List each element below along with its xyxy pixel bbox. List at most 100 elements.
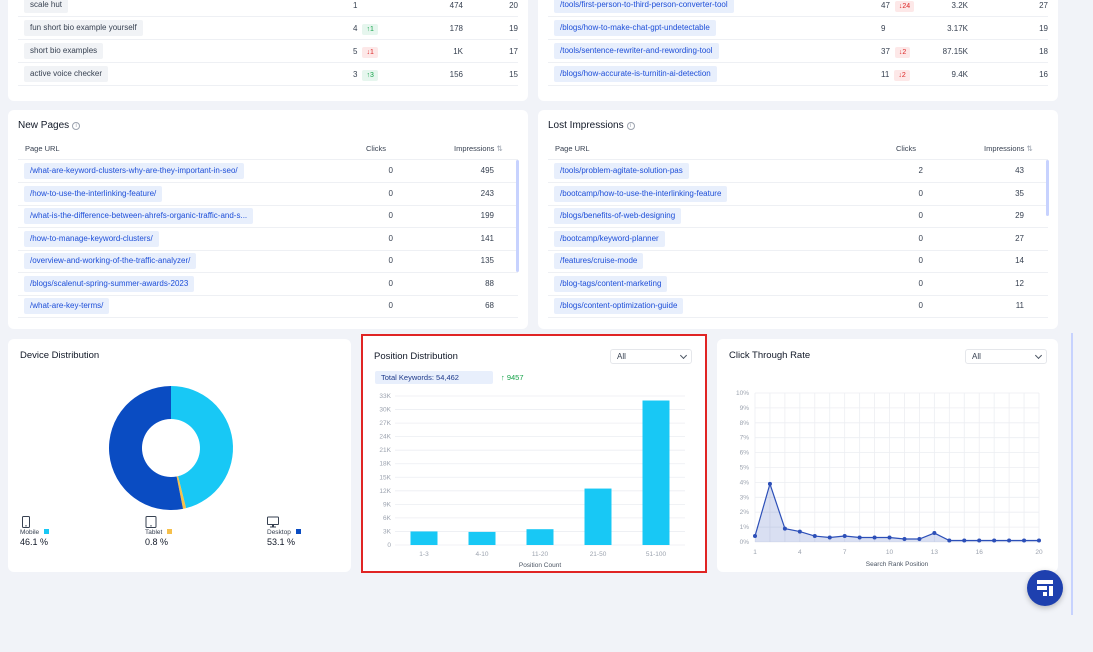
ctr-point[interactable] (872, 535, 877, 540)
legend-swatch (295, 529, 301, 534)
page-url-link[interactable]: /bootcamp/keyword-planner (554, 230, 665, 247)
position-filter-value: All (617, 352, 626, 361)
ctr-point[interactable] (962, 538, 967, 543)
page-url-link[interactable]: /blogs/content-optimization-guide (554, 298, 684, 314)
table-row: /overview-and-working-of-the-traffic-ana… (18, 250, 518, 273)
clicks-value: 0 (388, 166, 393, 175)
position-value: 1 (353, 0, 357, 17)
impressions-value: 156 (449, 70, 463, 79)
position-value: 4 ↑1 (353, 17, 378, 40)
x-tick-label: 4 (798, 549, 802, 556)
scrollbar[interactable] (516, 160, 519, 272)
table-row: active voice checker 3 ↑3 156 15 (18, 63, 518, 86)
ctr-point[interactable] (842, 534, 847, 539)
page-url-link[interactable]: /what-are-keyword-clusters-why-are-they-… (24, 163, 244, 179)
page-url-link[interactable]: /blogs/how-to-make-chat-gpt-undetectable (554, 20, 716, 36)
position-change-badge: ↑3 (362, 70, 378, 81)
x-axis-label: Search Rank Position (866, 561, 929, 568)
keyword-chip[interactable]: fun short bio example yourself (24, 20, 143, 36)
page-url-link[interactable]: /bootcamp/how-to-use-the-interlinking-fe… (554, 185, 728, 202)
info-icon[interactable]: i (626, 122, 635, 130)
ctr-point[interactable] (902, 537, 907, 542)
bar-51-100[interactable] (642, 400, 670, 545)
sort-icon[interactable]: ⇅ (496, 144, 503, 153)
ctr-area (755, 483, 1039, 542)
page-url-link[interactable]: /how-to-manage-keyword-clusters/ (24, 230, 159, 247)
table-row: /blogs/how-to-make-chat-gpt-undetectable… (548, 17, 1048, 40)
ctr-point[interactable] (947, 538, 952, 543)
y-tick-label: 33K (379, 393, 391, 400)
ctr-point[interactable] (1007, 538, 1012, 543)
ctr-point[interactable] (782, 526, 787, 531)
row-divider (548, 16, 1048, 17)
row-divider (548, 39, 1048, 40)
y-tick-label: 12K (379, 488, 391, 495)
ctr-point[interactable] (767, 481, 772, 486)
page-url-link[interactable]: /blogs/scalenut-spring-summer-awards-202… (24, 275, 195, 292)
ctr-point[interactable] (932, 531, 937, 536)
page-url-link[interactable]: /tools/problem-agitate-solution-pas (554, 163, 689, 179)
page-url-link[interactable]: /blogs/how-accurate-is-turnitin-ai-detec… (554, 66, 717, 82)
keyword-chip[interactable]: short bio examples (24, 43, 104, 59)
clicks-value: 27 (1039, 1, 1048, 10)
ctr-point[interactable] (812, 534, 817, 539)
impressions-value: 1K (453, 47, 463, 56)
device-label: Mobile (20, 529, 50, 536)
sort-icon[interactable]: ⇅ (1026, 144, 1033, 153)
y-tick-label: 24K (379, 434, 391, 441)
scalenut-logo-icon[interactable] (1027, 570, 1063, 606)
ctr-point[interactable] (887, 535, 892, 540)
device-label: Tablet (145, 529, 173, 536)
clicks-value: 0 (918, 188, 923, 198)
ctr-point[interactable] (1037, 538, 1041, 543)
page-url-link[interactable]: /what-are-key-terms/ (24, 298, 110, 314)
row-divider (548, 62, 1048, 63)
page-scrollbar[interactable] (1071, 333, 1073, 615)
ctr-point[interactable] (753, 534, 757, 539)
page-url-link[interactable]: /what-is-the-difference-between-ahrefs-o… (24, 208, 254, 224)
page-url-link[interactable]: /tools/sentence-rewriter-and-rewording-t… (554, 43, 719, 59)
table-row: /tools/sentence-rewriter-and-rewording-t… (548, 40, 1048, 63)
ctr-point[interactable] (917, 537, 922, 542)
info-icon[interactable]: i (72, 122, 81, 130)
page-url-link[interactable]: /tools/first-person-to-third-person-conv… (554, 0, 734, 13)
page-url-link[interactable]: /overview-and-working-of-the-traffic-ana… (24, 253, 197, 269)
bar-1-3[interactable] (410, 531, 438, 545)
row-divider (18, 227, 518, 228)
donut-slice-mobile[interactable] (171, 386, 233, 509)
y-tick-label: 27K (379, 420, 391, 427)
col-impressions[interactable]: Impressions ⇅ (984, 144, 1033, 153)
y-tick-label: 1% (740, 524, 750, 531)
row-divider (18, 62, 518, 63)
scrollbar[interactable] (1046, 160, 1049, 216)
keyword-chip[interactable]: active voice checker (24, 66, 109, 82)
impressions-value: 141 (480, 233, 494, 243)
donut-slice-desktop[interactable] (108, 386, 184, 510)
keyword-chip[interactable]: scale hut (24, 0, 69, 13)
page-url-link[interactable]: /features/cruise-mode (554, 253, 644, 269)
position-filter-select[interactable]: All (610, 349, 692, 364)
col-clicks: Clicks (366, 144, 386, 153)
col-impressions[interactable]: Impressions ⇅ (454, 144, 503, 153)
bar-4-10[interactable] (468, 531, 496, 545)
position-distribution-title: Position Distribution (374, 351, 458, 362)
top-keywords-card: scale hut 1 474 20 fun short bio example you… (8, 0, 528, 101)
y-tick-label: 8% (740, 420, 750, 427)
ctr-filter-select[interactable]: All (965, 349, 1047, 364)
ctr-point[interactable] (977, 538, 982, 543)
ctr-point[interactable] (857, 535, 862, 540)
ctr-point[interactable] (1022, 538, 1027, 543)
ctr-title: Click Through Rate (729, 350, 811, 361)
table-row: /what-is-the-difference-between-ahrefs-o… (18, 205, 518, 228)
new-pages-title-text: New Pages (18, 120, 70, 131)
bar-21-50[interactable] (584, 488, 612, 545)
page-url-link[interactable]: /how-to-use-the-interlinking-feature/ (24, 185, 163, 202)
page-url-link[interactable]: /blog-tags/content-marketing (554, 275, 668, 292)
ctr-point[interactable] (797, 529, 802, 534)
ctr-point[interactable] (827, 535, 832, 540)
bar-11-20[interactable] (526, 529, 554, 545)
table-row: /tools/problem-agitate-solution-pas 2 43 (548, 160, 1048, 183)
ctr-point[interactable] (992, 538, 997, 543)
donut-slice-tablet[interactable] (176, 476, 187, 509)
page-url-link[interactable]: /blogs/benefits-of-web-designing (554, 208, 682, 224)
